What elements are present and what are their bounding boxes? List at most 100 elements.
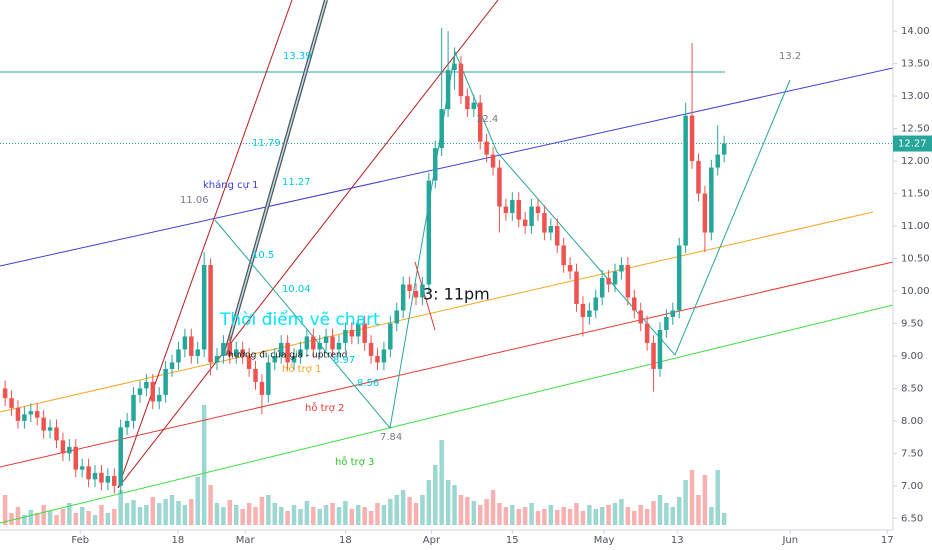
y-tick-label: 14.00: [901, 26, 930, 37]
volume-bar: [516, 509, 521, 525]
candle-body: [439, 109, 444, 149]
annotation: 11.27: [282, 177, 311, 188]
volume-bar: [465, 497, 470, 525]
candle-body: [599, 277, 605, 298]
volume-bar: [400, 490, 406, 525]
annotation: 13.39: [283, 51, 312, 62]
candle-body: [433, 148, 438, 181]
volume-bar: [144, 505, 149, 525]
volume-bar: [118, 490, 123, 525]
y-tick-label: 11.00: [901, 221, 930, 232]
candle-body: [246, 355, 252, 369]
candle-body: [112, 476, 117, 486]
volume-bar: [79, 507, 85, 525]
volume-bar: [150, 497, 156, 525]
annotation: 12.4: [476, 114, 498, 125]
x-tick-label: Apr: [423, 535, 441, 546]
annotation: hỗ trợ 1: [282, 362, 321, 375]
support-line-3: [0, 304, 894, 524]
volume-bar: [497, 503, 502, 525]
candle-body: [522, 219, 528, 227]
volume-bar: [317, 509, 322, 525]
volume-bar: [343, 501, 348, 525]
annotation: 13.2: [779, 51, 801, 62]
candle-body: [9, 398, 14, 408]
volume-bar: [47, 511, 53, 525]
candle-body: [79, 466, 85, 470]
volume-bar: [503, 507, 509, 525]
volume-bar: [99, 505, 104, 525]
volume-bar: [439, 440, 444, 525]
volume-bar: [458, 495, 464, 525]
annotations: 13.39 11.79 11.27 11.06 kháng cự 1 10.5 …: [180, 51, 801, 468]
annotation: kháng cự 1: [203, 179, 259, 191]
volume-bar: [362, 507, 367, 525]
volume-bar: [702, 475, 708, 525]
annotation: hỗ trợ 3: [335, 455, 374, 468]
candle-body: [580, 303, 586, 317]
x-tick-label: 15: [506, 535, 519, 546]
candle-body: [548, 226, 554, 233]
support-line-2: [0, 261, 894, 468]
candle-body: [214, 355, 220, 363]
candle-body: [535, 206, 541, 214]
candle-body: [587, 310, 592, 317]
candle-body: [420, 284, 425, 298]
volume-bar: [368, 511, 374, 525]
candles: [2, 27, 727, 494]
candle-body: [169, 362, 175, 369]
candle-body: [105, 476, 111, 483]
candle-body: [163, 368, 168, 395]
volume-bar: [433, 465, 438, 525]
y-tick-label: 6.50: [901, 513, 923, 524]
candle-body: [259, 381, 265, 395]
candle-body: [696, 161, 701, 194]
candle-body: [343, 329, 348, 343]
annotation: hướng đi của giá - uptrend: [228, 350, 347, 361]
volume-bar: [388, 499, 393, 525]
candle-body: [388, 323, 393, 350]
candle-body: [657, 329, 663, 369]
volume-bar: [54, 515, 59, 525]
candle-body: [593, 297, 599, 311]
volume-bar: [41, 505, 46, 525]
y-tick-label: 8.00: [901, 416, 923, 427]
volume-bar: [721, 513, 727, 525]
x-tick-label: 17: [881, 535, 894, 546]
candle-body: [606, 277, 611, 285]
volume-bar: [542, 509, 547, 525]
candle-body: [28, 411, 34, 415]
candle-body: [715, 154, 720, 168]
volume-bar: [612, 503, 618, 525]
candle-body: [484, 141, 489, 155]
volume-bar: [529, 503, 534, 525]
volume-bar: [22, 515, 27, 525]
candle-body: [721, 143, 727, 155]
volume-bar: [86, 511, 91, 525]
candle-body: [221, 342, 226, 356]
volume-bar: [625, 507, 631, 525]
volume-bar: [554, 510, 560, 525]
volume-bar: [182, 505, 188, 525]
volume-bar: [657, 495, 663, 525]
volume-bar: [137, 507, 143, 525]
volume-bar: [484, 499, 489, 525]
volume-bar: [593, 509, 599, 525]
trend-line: [224, 0, 327, 356]
candle-body: [227, 342, 233, 356]
candle-body: [503, 206, 509, 214]
annotation: 10.04: [282, 284, 311, 295]
candle-body: [201, 265, 207, 350]
candle-body: [41, 417, 46, 431]
candle-body: [452, 63, 457, 71]
annotation: 8.56: [357, 378, 379, 389]
candle-body: [554, 226, 560, 246]
volume-bar: [522, 507, 528, 525]
volume-bar: [683, 480, 688, 525]
candle-body: [683, 115, 688, 246]
volume-bar: [323, 505, 329, 525]
volume-bar: [272, 503, 278, 525]
volume-bar: [234, 505, 239, 525]
candle-body: [407, 284, 412, 291]
